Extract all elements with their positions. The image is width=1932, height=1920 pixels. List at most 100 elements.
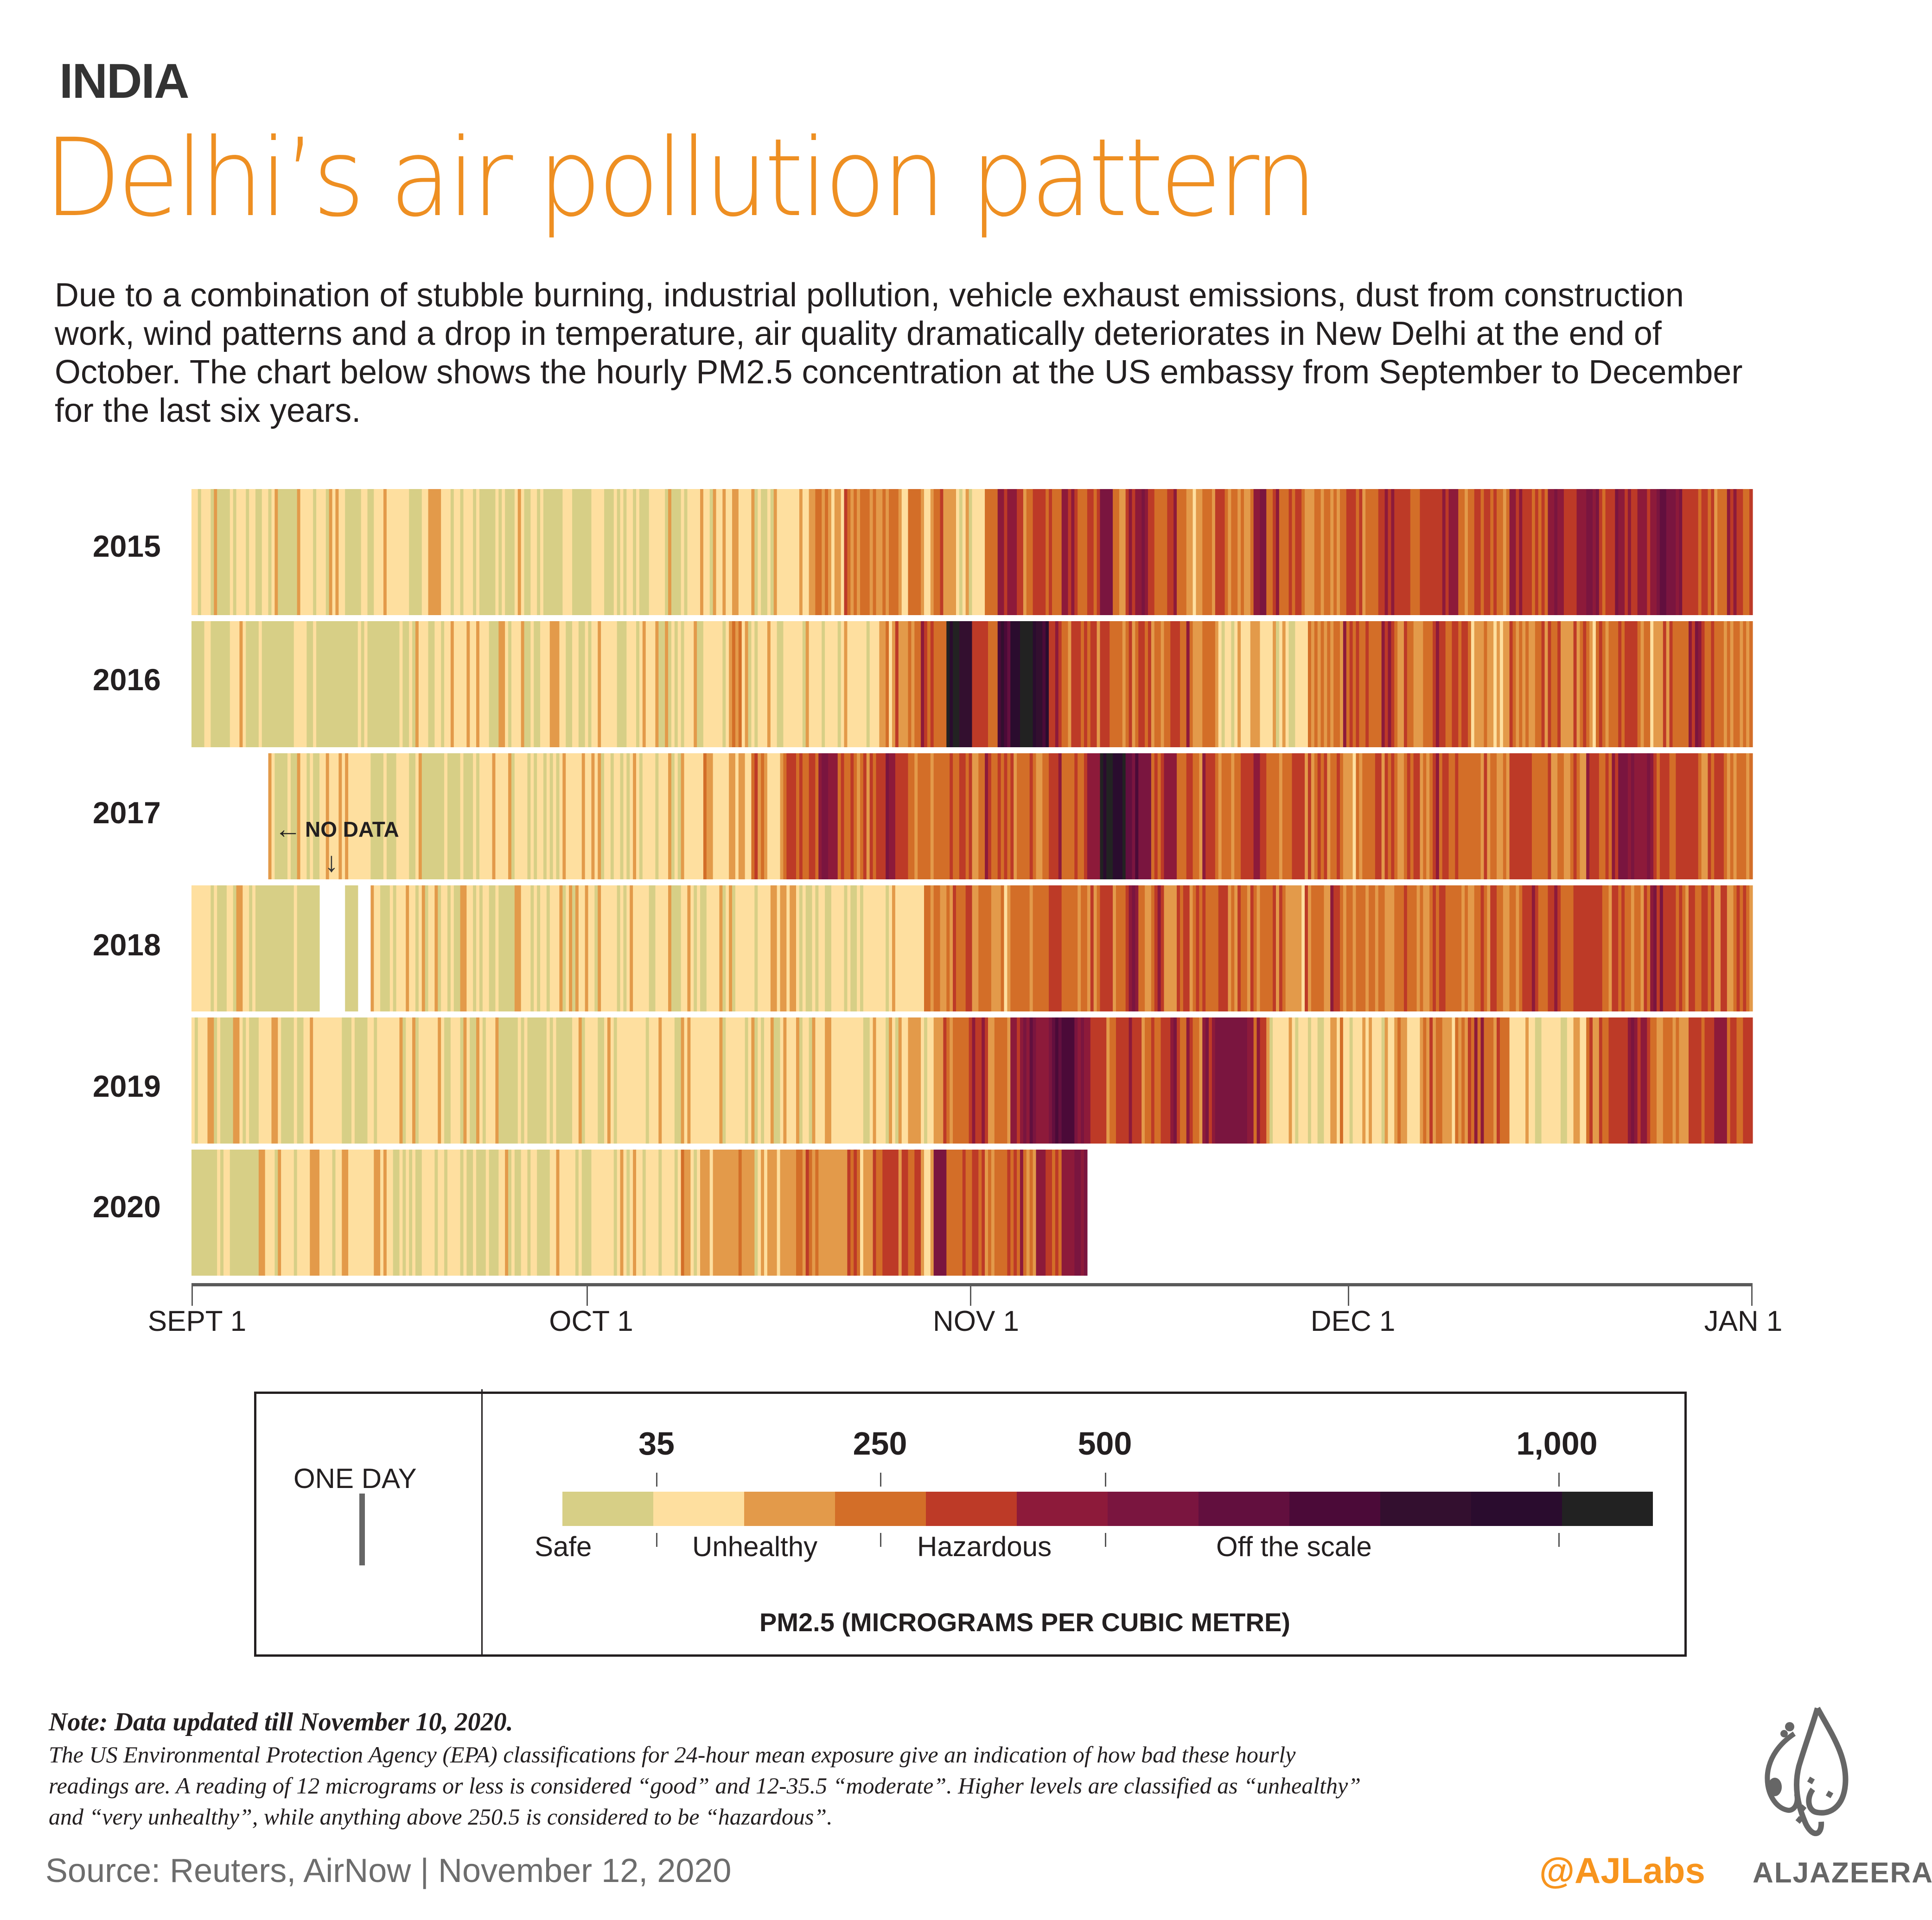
hour-stripe: [1103, 753, 1107, 879]
hour-stripe: [972, 885, 976, 1011]
hour-stripe: [569, 753, 573, 879]
hour-stripe: [780, 1150, 784, 1276]
hour-stripe: [975, 489, 979, 615]
hour-stripe: [1529, 621, 1532, 747]
hour-stripe: [652, 753, 656, 879]
hour-stripe: [1148, 621, 1152, 747]
hour-stripe: [972, 621, 976, 747]
hour-stripe: [1275, 753, 1280, 879]
hour-stripe: [1561, 489, 1564, 615]
hour-stripe: [1275, 489, 1280, 615]
hour-stripe: [406, 1150, 409, 1276]
hour-stripe: [540, 1017, 544, 1144]
hour-stripe: [457, 489, 461, 615]
hour-stripe: [745, 621, 749, 747]
hour-stripe: [892, 1017, 896, 1144]
hour-stripe: [1145, 885, 1148, 1011]
hour-stripe: [463, 885, 467, 1011]
hour-stripe: [470, 885, 473, 1011]
hour-stripe: [1369, 489, 1372, 615]
hour-stripe: [1352, 1017, 1357, 1144]
hour-stripe: [236, 1017, 240, 1144]
hour-stripe: [773, 489, 778, 615]
hour-stripe: [342, 489, 345, 615]
hour-stripe: [1548, 753, 1551, 879]
hour-stripe: [274, 489, 278, 615]
hour-stripe: [959, 1150, 963, 1276]
hour-stripe: [1247, 885, 1251, 1011]
hour-stripe: [342, 621, 345, 747]
hour-stripe: [1154, 621, 1158, 747]
hour-stripe: [1730, 489, 1734, 615]
hour-stripe: [482, 1017, 486, 1144]
hour-stripe: [226, 489, 230, 615]
hour-stripe: [1324, 885, 1327, 1011]
hour-stripe: [729, 1150, 733, 1276]
hour-stripe: [540, 489, 544, 615]
hour-stripe: [604, 753, 608, 879]
hour-stripe: [578, 753, 582, 879]
hour-stripe: [1061, 489, 1065, 615]
hour-stripe: [911, 1150, 915, 1276]
hour-stripe: [495, 489, 499, 615]
hour-stripe: [492, 885, 496, 1011]
hour-stripe: [857, 885, 861, 1011]
hour-stripe: [1644, 1017, 1647, 1144]
hour-stripe: [1052, 885, 1056, 1011]
hour-stripe: [1320, 489, 1325, 615]
hour-stripe: [598, 621, 601, 747]
hour-stripe: [889, 621, 893, 747]
hour-stripe: [310, 1017, 313, 1144]
hour-stripe: [1167, 885, 1171, 1011]
hour-stripe: [1209, 885, 1212, 1011]
hour-stripe: [863, 753, 867, 879]
hour-stripe: [1065, 885, 1069, 1011]
hour-stripe: [1689, 753, 1692, 879]
hour-stripe: [1007, 753, 1011, 879]
hour-stripe: [1339, 753, 1344, 879]
hour-stripe: [953, 1017, 956, 1144]
hour-stripe: [1420, 621, 1423, 747]
hour-stripe: [1627, 489, 1632, 615]
hour-stripe: [1691, 1017, 1696, 1144]
hour-stripe: [815, 885, 819, 1011]
hour-stripe: [1401, 621, 1404, 747]
hour-stripe: [425, 753, 429, 879]
hour-stripe: [1023, 1150, 1027, 1276]
hour-stripe: [719, 753, 723, 879]
hour-stripe: [1599, 621, 1603, 747]
hour-stripe: [1621, 489, 1625, 615]
hour-stripe: [895, 489, 899, 615]
hour-stripe: [1145, 753, 1148, 879]
hour-stripe: [1477, 1017, 1481, 1144]
hour-stripe: [1634, 753, 1638, 879]
hour-stripe: [1631, 1017, 1635, 1144]
hour-stripe: [1330, 489, 1334, 615]
hour-stripe: [1282, 489, 1286, 615]
hour-stripe: [1605, 1017, 1609, 1144]
hour-stripe: [1497, 753, 1500, 879]
hour-stripe: [822, 885, 825, 1011]
hour-stripe: [210, 1150, 214, 1276]
hour-stripe: [1017, 489, 1020, 615]
hour-stripe: [514, 1150, 518, 1276]
hour-stripe: [425, 489, 429, 615]
hour-stripe: [1480, 885, 1485, 1011]
hour-stripe: [210, 1017, 214, 1144]
hour-stripe: [421, 489, 426, 615]
hour-stripe: [492, 1017, 496, 1144]
hour-stripe: [1695, 1017, 1699, 1144]
hour-stripe: [758, 1150, 761, 1276]
hour-stripe: [662, 1017, 665, 1144]
hour-stripe: [850, 489, 854, 615]
hour-stripe: [828, 489, 832, 615]
hour-stripe: [773, 753, 778, 879]
hour-stripe: [1679, 621, 1683, 747]
hour-stripe: [502, 753, 505, 879]
hour-stripe: [329, 1150, 333, 1276]
hour-stripe: [559, 1017, 563, 1144]
hour-stripe: [1311, 1017, 1315, 1144]
hour-stripe: [1509, 753, 1513, 879]
hour-stripe: [1052, 1017, 1056, 1144]
hour-stripe: [1145, 489, 1148, 615]
